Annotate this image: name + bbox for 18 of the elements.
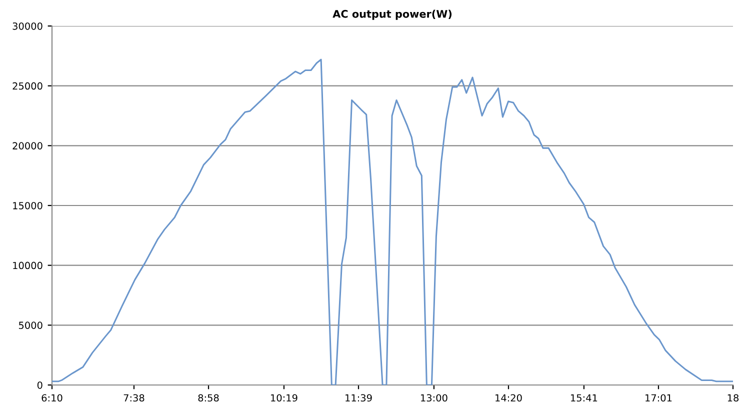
x-tick-label: 18 (728, 394, 739, 402)
x-tick-label: 11:39 (346, 394, 372, 402)
y-tick-label: 15000 (13, 202, 42, 210)
x-tick-label: 10:19 (271, 394, 298, 402)
y-tick-label: 10000 (13, 262, 42, 270)
x-tick-label: 17:01 (646, 394, 672, 402)
x-tick-label: 6:10 (42, 394, 62, 402)
y-tick-label: 0 (37, 381, 42, 389)
chart-title: AC output power(W) (332, 10, 452, 20)
x-tick-label: 14:20 (496, 394, 522, 402)
x-tick-label: 13:00 (421, 394, 448, 402)
y-tick-label: 20000 (12, 142, 42, 150)
y-tick-label: 5000 (18, 322, 42, 329)
x-tick-label: 8:58 (198, 394, 219, 402)
x-tick-label: 7:38 (124, 394, 144, 402)
y-tick-label: 30000 (12, 22, 42, 30)
x-tick-label: 15:41 (571, 394, 598, 402)
y-tick-label: 25000 (12, 82, 42, 90)
